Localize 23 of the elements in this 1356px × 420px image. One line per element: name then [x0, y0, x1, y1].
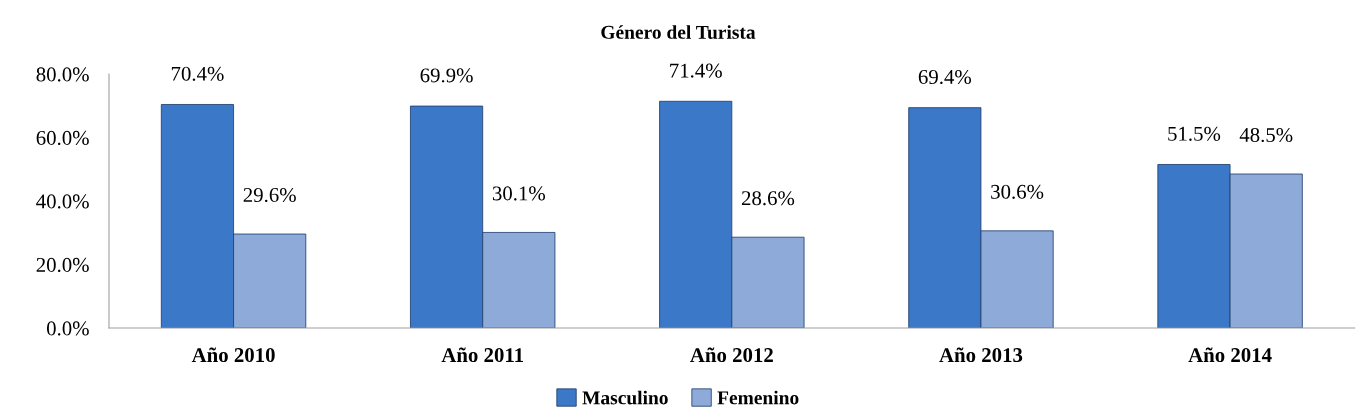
- chart-title: Género del Turista: [601, 25, 756, 39]
- y-tick-label: 0.0%: [46, 321, 89, 336]
- data-label: 70.4%: [171, 66, 224, 81]
- x-tick-label: Año 2011: [441, 347, 523, 363]
- y-tick-label: 40.0%: [36, 194, 89, 209]
- x-tick-label: Año 2010: [191, 347, 275, 363]
- x-tick-label: Año 2012: [690, 347, 773, 363]
- legend-label: Femenino: [717, 390, 799, 405]
- legend-label: Masculino: [582, 390, 668, 405]
- y-tick-label: 20.0%: [36, 257, 89, 273]
- x-tick-label: Año 2013: [939, 347, 1023, 363]
- y-tick-label: 60.0%: [36, 130, 89, 146]
- data-label: 28.6%: [741, 191, 795, 206]
- data-label: 51.5%: [1168, 126, 1221, 141]
- data-label: 30.1%: [492, 186, 546, 201]
- data-label: 30.6%: [991, 184, 1044, 199]
- data-label: 29.6%: [243, 187, 296, 203]
- data-label: 69.9%: [420, 68, 473, 83]
- x-tick-label: Año 2014: [1188, 347, 1272, 363]
- data-label: 71.4%: [670, 63, 722, 78]
- data-label: 69.4%: [918, 69, 972, 85]
- y-tick-label: 80.0%: [36, 67, 89, 82]
- data-label: 48.5%: [1239, 127, 1293, 143]
